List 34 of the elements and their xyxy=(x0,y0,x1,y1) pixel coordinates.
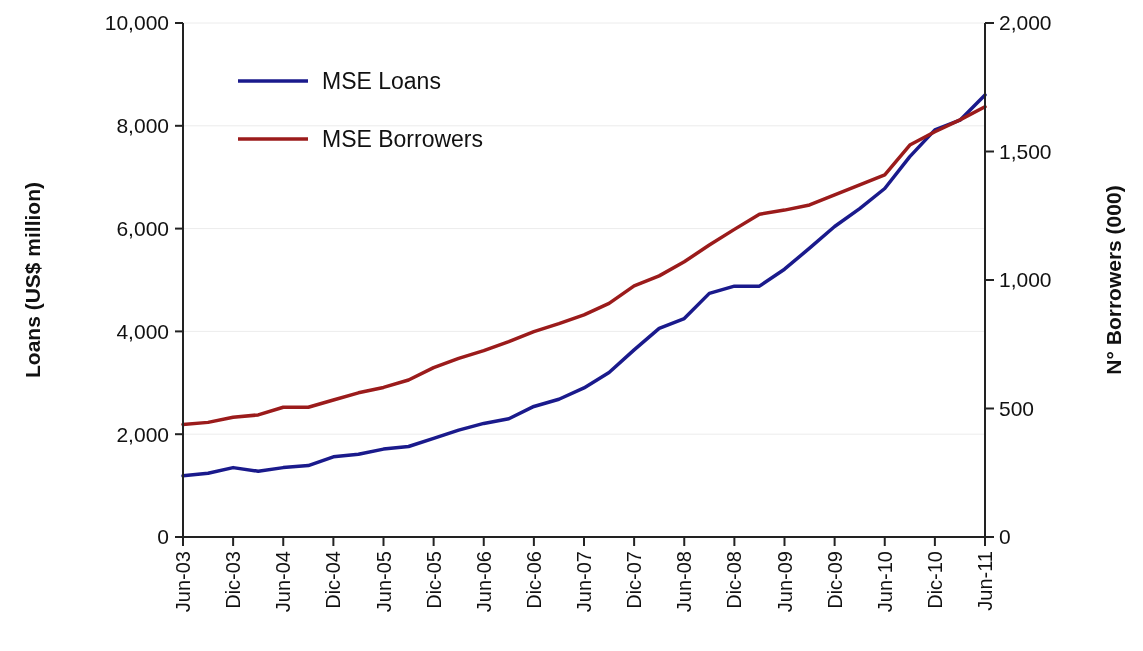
x-tick-label: Jun-11 xyxy=(974,551,996,611)
x-tick-label: Dic-07 xyxy=(623,551,646,609)
x-tick-label: Dic-04 xyxy=(322,551,345,609)
y-tick-label: 10,000 xyxy=(104,11,169,35)
y-tick-label: 8,000 xyxy=(116,114,169,138)
y2-tick-label: 2,000 xyxy=(999,11,1052,35)
legend-label: MSE Borrowers xyxy=(322,126,484,153)
x-tick-label: Dic-10 xyxy=(923,551,946,609)
y2-tick-label: 1,500 xyxy=(999,139,1052,163)
x-tick-label: Dic-08 xyxy=(723,551,746,609)
x-tick-label: Dic-06 xyxy=(522,551,545,609)
x-tick-label: Dic-03 xyxy=(222,551,245,609)
line-series xyxy=(181,93,987,478)
y-tick-label: 6,000 xyxy=(116,216,169,240)
y2-tick-label: 0 xyxy=(999,525,1011,549)
x-tick-label: Jun-09 xyxy=(773,551,796,613)
x-tick-label: Jun-04 xyxy=(272,551,295,613)
x-tick-label: Jun-08 xyxy=(673,551,696,613)
y-tick-label: 4,000 xyxy=(116,319,169,343)
y2-axis-title: N° Borrowers (000) xyxy=(1102,185,1125,375)
y-axis-title: Loans (US$ million) xyxy=(21,181,44,379)
x-tick-label: Jun-03 xyxy=(172,551,194,613)
legend-label: MSE Loans xyxy=(322,68,441,95)
x-tick-label: Jun-05 xyxy=(372,551,395,613)
y2-tick-label: 1,000 xyxy=(999,268,1052,292)
x-tick-label: Dic-09 xyxy=(823,551,846,609)
x-tick-label: Dic-05 xyxy=(422,551,445,609)
x-tick-label: Jun-07 xyxy=(573,551,595,613)
x-tick-label: Jun-06 xyxy=(472,551,495,613)
line-series xyxy=(181,105,987,427)
y-tick-label: 2,000 xyxy=(116,422,169,446)
y-tick-label: 0 xyxy=(157,525,169,549)
y2-tick-label: 500 xyxy=(999,396,1035,420)
x-tick-label: Jun-10 xyxy=(873,551,896,613)
